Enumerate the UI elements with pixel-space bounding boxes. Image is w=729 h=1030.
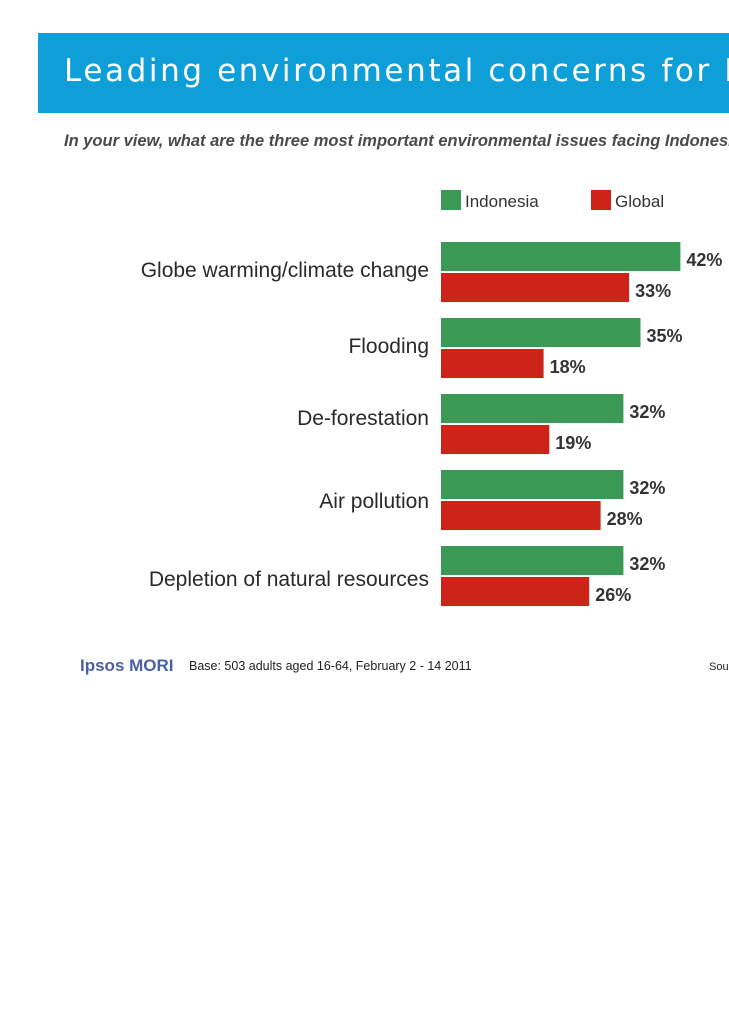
bar-global [441,425,550,454]
category-label: Depletion of natural resources [149,568,429,591]
bar-global [441,501,601,530]
value-label-indonesia: 42% [686,250,722,270]
page-title: Leading environmental concerns for Indon… [64,53,729,89]
value-label-indonesia: 32% [629,402,665,422]
category-label: De-forestation [297,407,429,430]
bar-indonesia [441,470,624,499]
legend-swatch-global [591,190,611,210]
value-label-global: 18% [550,357,586,377]
value-label-global: 19% [555,433,591,453]
legend-swatch-indonesia [441,190,461,210]
legend-label-indonesia: Indonesia [465,192,539,211]
source-note: Source: Ipsos [709,661,729,673]
value-label-indonesia: 35% [647,326,683,346]
survey-question: In your view, what are the three most im… [64,132,729,150]
bar-global [441,273,630,302]
title-bar: Leading environmental concerns for Indon… [38,33,729,113]
category-label: Globe warming/climate change [141,259,429,282]
bar-global [441,349,544,378]
base-note: Base: 503 adults aged 16-64, February 2 … [189,659,472,673]
ipsos-mori-logo: Ipsos MORI [80,656,174,675]
category-label: Flooding [348,335,429,358]
legend-label-global: Global [615,192,664,211]
bar-indonesia [441,318,641,347]
value-label-global: 26% [595,585,631,605]
bar-indonesia [441,394,624,423]
bar-chart: Indonesia Global Globe warming/climate cha… [141,190,722,606]
value-label-global: 33% [635,281,671,301]
value-label-global: 28% [607,509,643,529]
bar-indonesia [441,242,681,271]
category-label: Air pollution [319,490,429,513]
bar-global [441,577,590,606]
value-label-indonesia: 32% [629,478,665,498]
value-label-indonesia: 32% [629,554,665,574]
bar-indonesia [441,546,624,575]
